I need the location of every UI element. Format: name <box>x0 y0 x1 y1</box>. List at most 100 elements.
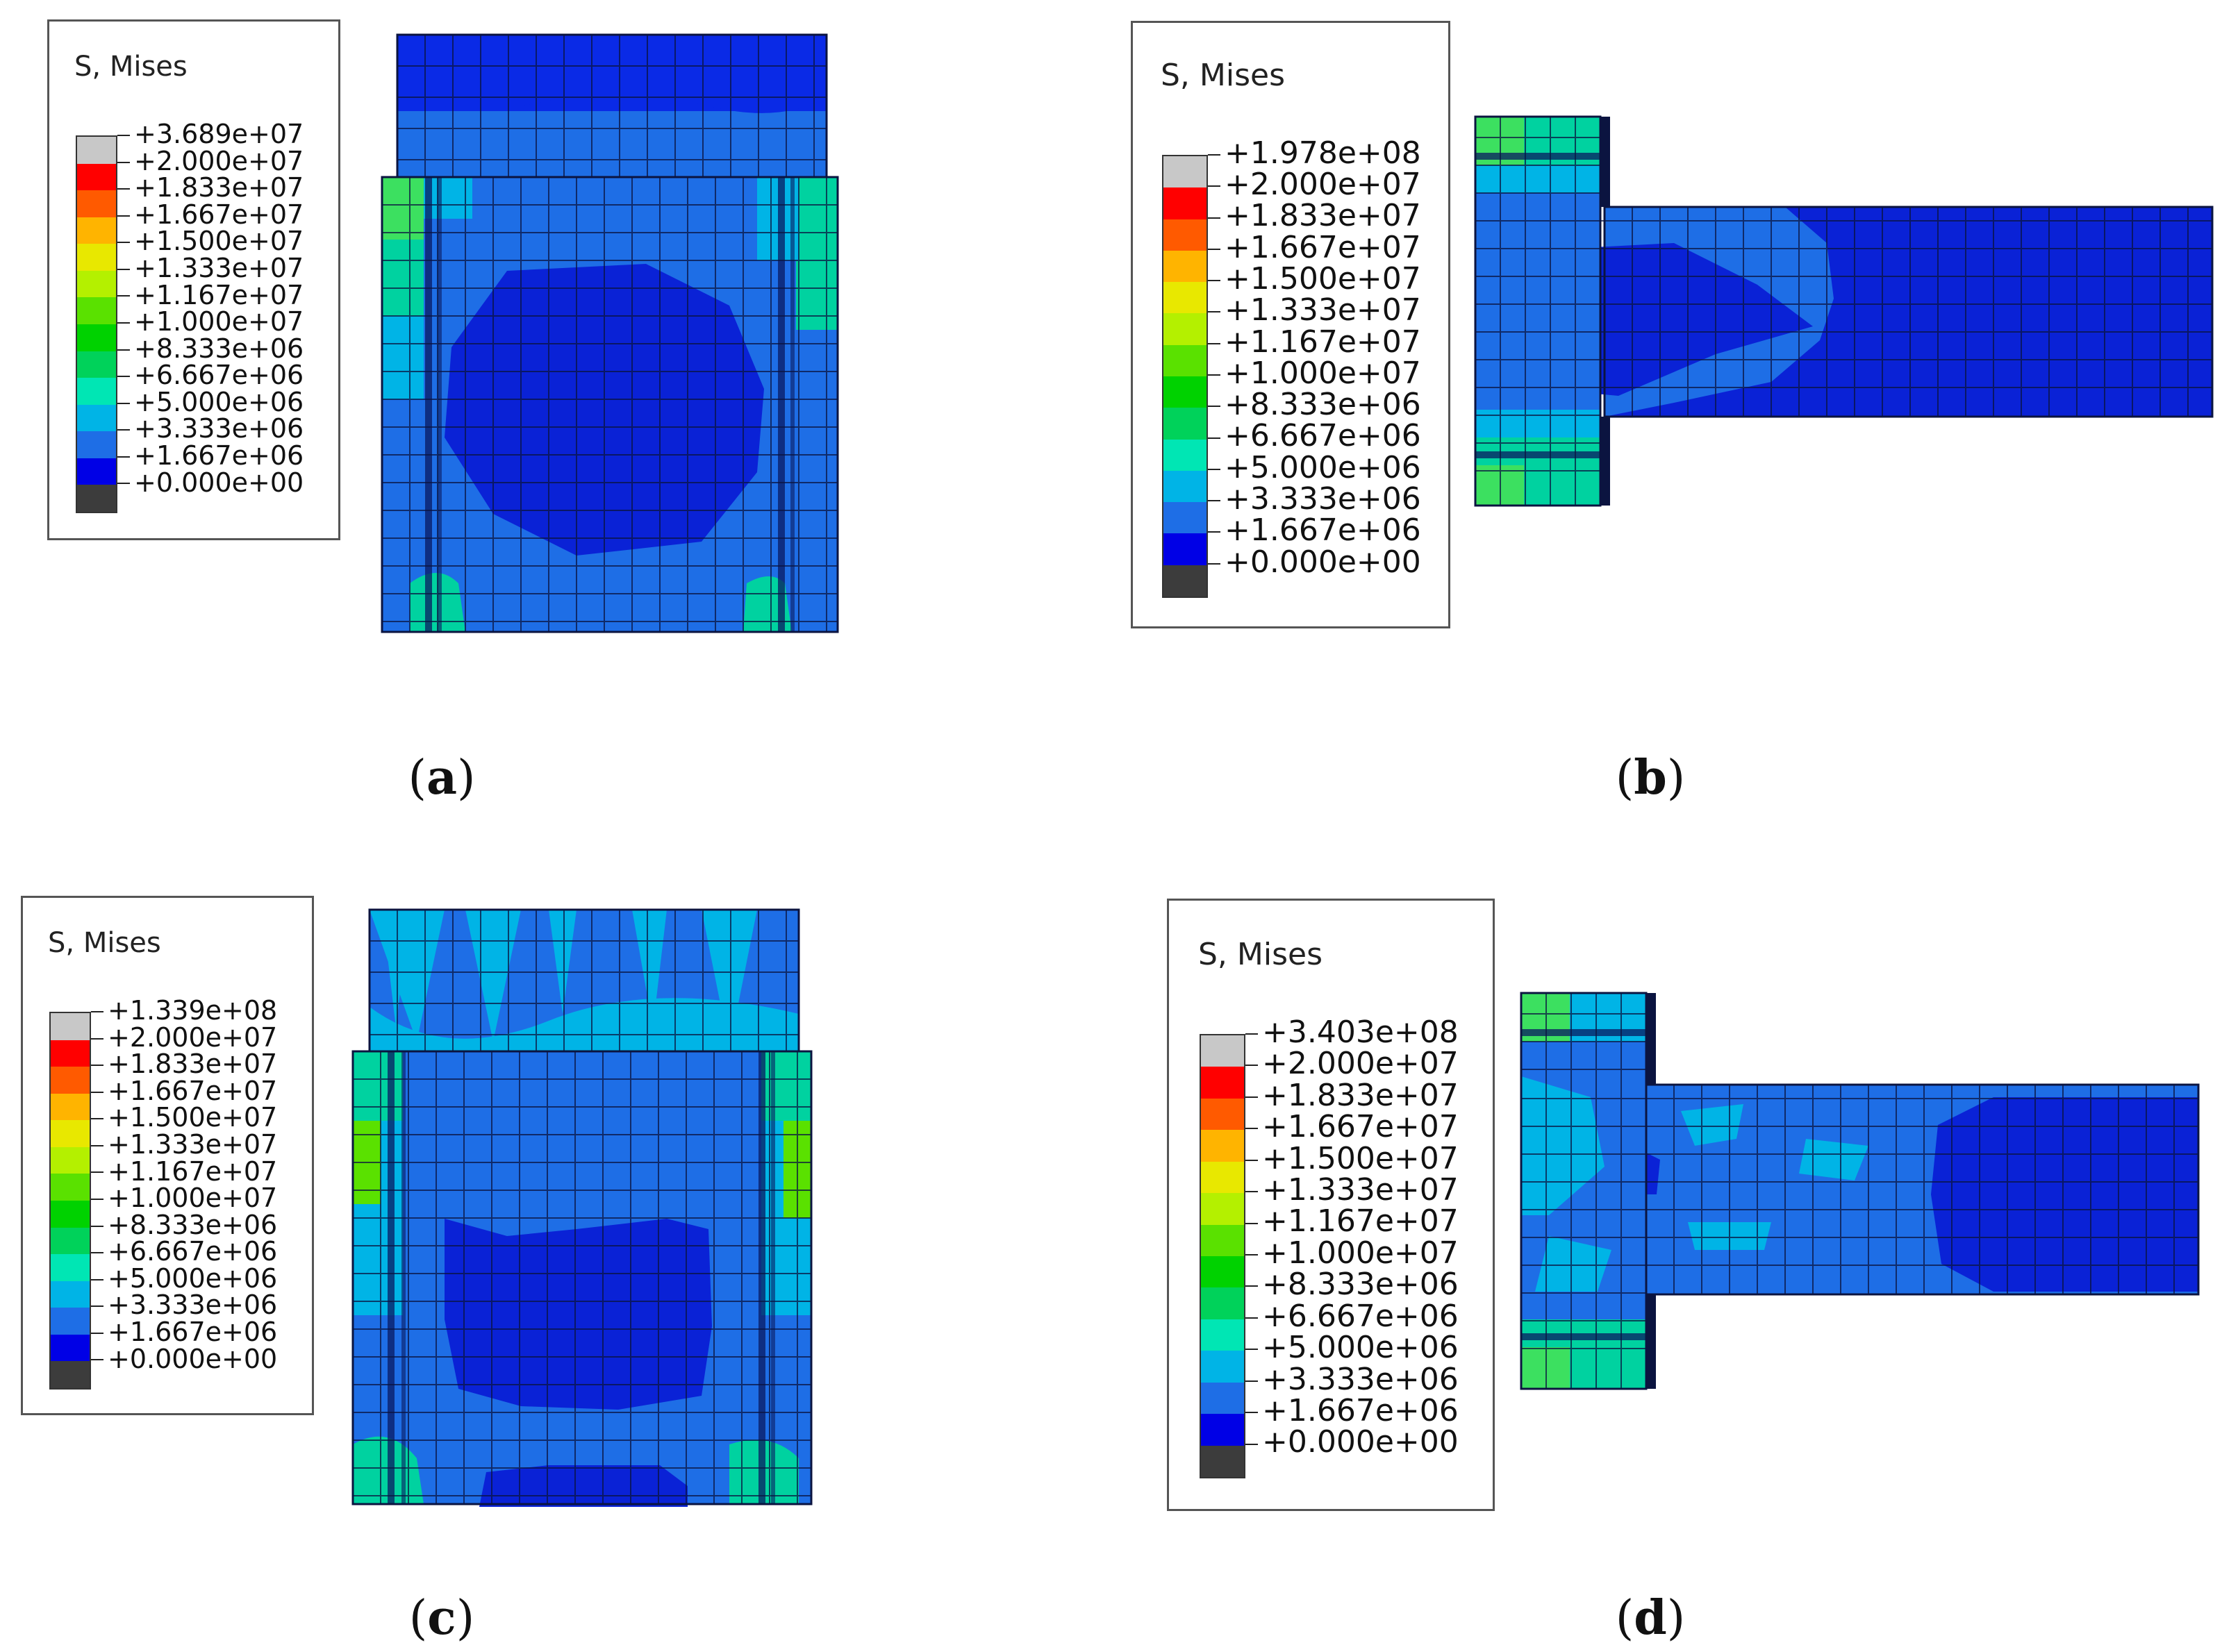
colorbar-tick <box>1208 342 1220 344</box>
colorbar-tick-label: +0.000e+00 <box>1262 1424 1459 1460</box>
colorbar-tick-label: +1.167e+07 <box>1262 1203 1459 1240</box>
colorbar-swatch <box>77 458 116 485</box>
colorbar-tick <box>91 1118 103 1120</box>
colorbar-tick-label: +2.000e+07 <box>134 145 304 176</box>
colorbar-swatch <box>1201 1256 1244 1288</box>
colorbar-swatch <box>1201 1067 1244 1099</box>
colorbar-tick <box>1208 406 1220 408</box>
colorbar-swatch <box>77 297 116 325</box>
colorbar-tick-label: +1.667e+06 <box>1262 1392 1459 1428</box>
colorbar-tick <box>91 1278 103 1280</box>
colorbar-tick <box>1245 1285 1258 1287</box>
colorbar-swatch <box>1163 156 1207 188</box>
colorbar-tick-label: +3.689e+07 <box>134 119 304 150</box>
legend-d: S, Mises +3.403e+08 +2.000e+07 +1.833e+07 +… <box>1167 899 1495 1511</box>
colorbar-tick-label: +2.000e+07 <box>1225 167 1421 203</box>
colorbar-swatch <box>77 404 116 432</box>
stress-contour-d <box>1520 992 2200 1390</box>
colorbar-tick-label: +0.000e+00 <box>108 1343 278 1374</box>
colorbar-tick-label: +1.000e+07 <box>108 1183 278 1214</box>
colorbar-tick <box>91 1199 103 1200</box>
colorbar-swatch <box>51 1067 90 1094</box>
caption-a: (a) <box>408 750 476 806</box>
colorbar-swatch <box>1201 1414 1244 1446</box>
colorbar-swatch <box>1201 1193 1244 1226</box>
colorbar-tick-label: +1.667e+06 <box>1225 512 1421 549</box>
legend-title-a: S, Mises <box>74 51 188 83</box>
colorbar-tick <box>91 1332 103 1334</box>
colorbar-tick <box>1208 374 1220 376</box>
caption-b: (b) <box>1615 750 1686 806</box>
colorbar-tick-label: +1.000e+07 <box>134 306 304 337</box>
colorbar-tick <box>117 456 130 458</box>
colorbar-swatch <box>1201 1382 1244 1415</box>
colorbar-tick <box>1245 1159 1258 1161</box>
colorbar-tick-label: +8.333e+06 <box>1225 387 1421 423</box>
colorbar-swatch <box>77 270 116 298</box>
colorbar-tick-label: +3.333e+06 <box>108 1290 278 1321</box>
colorbar-tick <box>117 322 130 324</box>
colorbar-d <box>1200 1034 1245 1478</box>
colorbar-swatch <box>1163 250 1207 283</box>
colorbar-tick <box>117 188 130 190</box>
colorbar-tick <box>1208 154 1220 156</box>
colorbar-tick <box>91 1144 103 1146</box>
colorbar-b <box>1162 155 1208 598</box>
legend-c: S, Mises +1.339e+08 +2.000e+07 +1.833e+07 +… <box>21 896 314 1415</box>
colorbar-swatch <box>1163 439 1207 472</box>
colorbar-tick <box>1245 1254 1258 1255</box>
colorbar-tick <box>1208 217 1220 219</box>
colorbar-tick <box>117 268 130 270</box>
colorbar-swatch <box>1201 1224 1244 1257</box>
colorbar-swatch <box>1163 313 1207 346</box>
colorbar-tick-label: +1.500e+07 <box>1225 260 1421 297</box>
colorbar-swatch <box>51 1174 90 1201</box>
caption-d-letter: d <box>1634 1590 1667 1646</box>
colorbar-tick-label: +1.000e+07 <box>1225 355 1421 391</box>
colorbar-swatch <box>1201 1287 1244 1320</box>
colorbar-tick <box>117 161 130 163</box>
colorbar-swatch <box>1163 502 1207 534</box>
colorbar-swatch <box>1201 1319 1244 1351</box>
colorbar-swatch <box>51 1361 90 1389</box>
colorbar-tick-label: +3.333e+06 <box>1225 481 1421 517</box>
colorbar-tick <box>1208 185 1220 187</box>
colorbar-tick-label: +1.667e+06 <box>108 1316 278 1347</box>
colorbar-tick-label: +3.403e+08 <box>1262 1014 1459 1050</box>
caption-c: (c) <box>408 1590 475 1646</box>
colorbar-tick-label: +3.333e+06 <box>1262 1361 1459 1397</box>
colorbar-tick <box>1208 562 1220 565</box>
colorbar-swatch <box>1163 282 1207 314</box>
colorbar-tick-label: +5.000e+06 <box>134 386 304 417</box>
colorbar-tick-label: +1.167e+07 <box>108 1155 278 1187</box>
colorbar-swatch <box>1163 470 1207 503</box>
colorbar-tick-label: +2.000e+07 <box>1262 1046 1459 1082</box>
colorbar-tick-label: +2.000e+07 <box>108 1021 278 1053</box>
colorbar-swatch <box>51 1040 90 1067</box>
colorbar-tick-label: +1.667e+07 <box>1262 1109 1459 1145</box>
colorbar-swatch <box>77 190 116 218</box>
colorbar-swatch <box>51 1120 90 1148</box>
colorbar-swatch <box>51 1227 90 1255</box>
colorbar-tick-label: +1.333e+07 <box>134 252 304 283</box>
stress-contour-a <box>381 33 839 633</box>
colorbar-swatch <box>77 217 116 244</box>
colorbar-swatch <box>1163 533 1207 566</box>
colorbar-swatch <box>77 378 116 406</box>
colorbar-swatch <box>51 1254 90 1282</box>
colorbar-tick <box>91 1171 103 1174</box>
colorbar-swatch <box>1163 219 1207 251</box>
colorbar-a <box>76 135 117 513</box>
colorbar-tick <box>1208 500 1220 502</box>
colorbar-swatch <box>77 324 116 352</box>
colorbar-swatch <box>1201 1161 1244 1194</box>
colorbar-swatch <box>1163 408 1207 440</box>
colorbar-swatch <box>77 163 116 191</box>
colorbar-tick-label: +1.333e+07 <box>1262 1171 1459 1208</box>
colorbar-tick <box>1245 1349 1258 1351</box>
colorbar-tick-label: +6.667e+06 <box>134 360 304 391</box>
colorbar-tick <box>117 295 130 297</box>
colorbar-tick-label: +6.667e+06 <box>108 1236 278 1267</box>
colorbar-tick-label: +1.339e+08 <box>108 995 278 1026</box>
colorbar-swatch <box>77 431 116 459</box>
